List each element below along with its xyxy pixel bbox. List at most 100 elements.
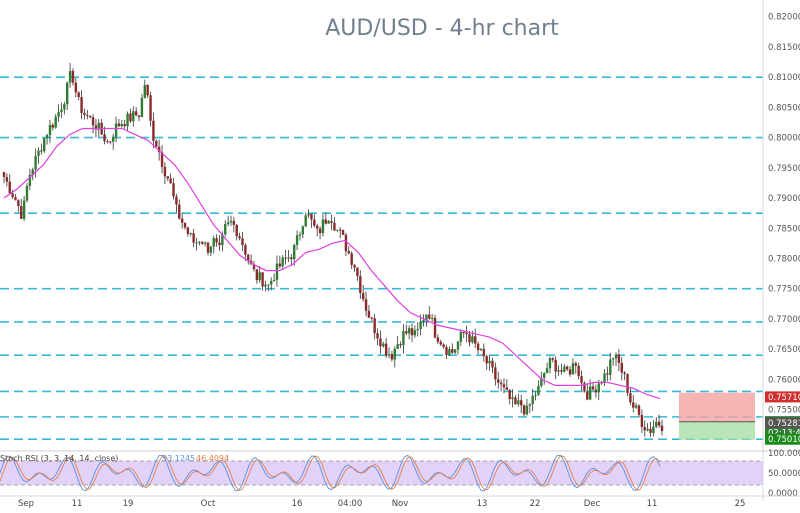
candle-body [149, 95, 152, 121]
candle-body [430, 317, 434, 319]
candle-body [468, 334, 471, 343]
candle-body [117, 123, 121, 127]
candle-body [379, 338, 382, 347]
candle-body [17, 200, 20, 207]
candle-body [551, 358, 555, 360]
candle-body [471, 336, 474, 343]
candle-body [537, 385, 540, 395]
candle-body [304, 215, 307, 227]
candle-body [298, 234, 302, 236]
candle-body [620, 362, 623, 373]
candle-body [640, 414, 644, 427]
target-zone [679, 392, 755, 422]
candle-body [410, 328, 414, 336]
candle-body [609, 359, 612, 375]
candle-body [606, 373, 609, 375]
candle-body [353, 264, 356, 268]
candle-body [137, 115, 141, 118]
candle-body [445, 347, 448, 356]
candle-body [91, 117, 95, 126]
candle-body [456, 341, 460, 350]
price-label-box [765, 417, 800, 429]
candle-body [40, 150, 43, 152]
candle-body [25, 185, 29, 201]
candle-body [568, 369, 572, 375]
candle-body [591, 386, 595, 390]
candle-body [586, 391, 589, 400]
price-label-text: 0.75281 [768, 419, 800, 429]
candle-body [198, 241, 201, 243]
candle-body [178, 204, 181, 219]
candle-body [315, 225, 319, 229]
candle-body [226, 222, 230, 225]
candle-body [439, 341, 442, 345]
y-tick-label: 0.76500 [768, 345, 800, 355]
candle-body [203, 242, 207, 244]
candle-body [155, 140, 158, 147]
candle-body [485, 356, 488, 364]
candle-body [51, 124, 55, 128]
candle-body [505, 387, 509, 390]
candle-body [361, 293, 365, 300]
y-tick-label: 0.78000 [768, 254, 800, 264]
candle-body [94, 125, 98, 130]
candle-body [494, 367, 497, 380]
candle-body [160, 152, 164, 167]
y-tick-label: 0.76000 [768, 375, 800, 385]
candle-body [31, 169, 34, 175]
candle-body [436, 337, 440, 342]
oscillator-tick-label: 100.0000 [768, 449, 800, 459]
candle-body [373, 318, 376, 334]
candle-body [660, 425, 664, 432]
candle-body [336, 229, 339, 231]
y-tick-label: 0.77500 [768, 285, 800, 295]
candle-body [166, 176, 169, 179]
candle-body [502, 384, 506, 388]
candle-body [109, 141, 112, 143]
candle-body [123, 123, 126, 127]
candle-body [103, 134, 106, 142]
candle-body [252, 264, 256, 270]
candle-body [577, 365, 580, 377]
candle-body [655, 421, 658, 427]
moving-average [3, 127, 661, 400]
candle-body [364, 299, 368, 311]
candle-body [376, 333, 379, 339]
x-tick-label: Nov [392, 499, 409, 509]
candle-body [528, 404, 532, 406]
candle-body [206, 242, 210, 253]
candle-body [97, 122, 101, 130]
candle-body [261, 272, 264, 287]
y-tick-label: 0.80000 [768, 134, 800, 144]
candle-body [221, 234, 224, 246]
candle-body [264, 284, 267, 287]
candle-body [270, 280, 273, 285]
x-tick-label: 25 [735, 499, 746, 509]
price-label-text: 02:13:45 [768, 429, 800, 439]
candle-body [626, 373, 629, 394]
candle-body [195, 242, 198, 244]
candle-body [563, 366, 566, 372]
candle-body [338, 229, 342, 231]
y-tick-label: 0.78500 [768, 224, 800, 234]
candle-body [163, 166, 167, 177]
y-tick-label: 0.82000 [768, 13, 800, 23]
candle-body [175, 196, 178, 205]
candle-body [554, 359, 557, 372]
candle-body [359, 276, 362, 294]
candle-body [63, 104, 66, 110]
x-tick-label: Sep [18, 499, 34, 509]
candle-body [557, 370, 560, 372]
candle-body [212, 238, 215, 247]
candle-body [574, 363, 577, 366]
candle-body [281, 257, 284, 267]
candle-body [330, 221, 333, 223]
candle-body [474, 336, 477, 344]
candle-body [560, 370, 563, 372]
candle-body [169, 178, 172, 184]
candle-body [106, 141, 109, 143]
candle-body [534, 394, 537, 396]
oscillator-tick-label: 50.0000 [768, 469, 800, 479]
